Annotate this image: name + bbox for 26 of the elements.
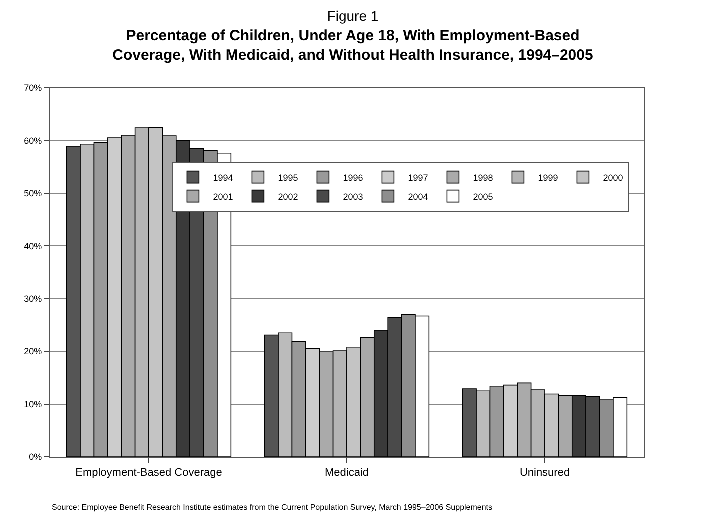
legend-label: 2002 [278,192,298,202]
x-tick-label: Employment-Based Coverage [76,467,222,480]
y-tick-label: 10% [24,399,42,410]
y-tick-label: 40% [24,241,42,252]
legend-label: 1996 [343,172,364,183]
legend-label: 2005 [473,192,494,202]
chart-title: Figure 1 [327,8,379,24]
y-tick-label: 70% [24,83,42,94]
y-tick-label: 30% [24,294,42,304]
legend-label: 1999 [538,172,558,183]
legend-label: 1994 [213,172,234,183]
legend-label: 2004 [408,192,428,202]
source-note: Source: Employee Benefit Research Institute estimates from the Current Population Survey, March 1995–2006 Supplements [52,503,493,512]
x-tick-label: Medicaid [324,467,370,480]
legend-label: 2003 [343,192,364,202]
legend-label: 2000 [603,172,624,183]
legend-label: 1998 [473,172,494,183]
y-tick-label: 20% [24,346,42,357]
y-tick-label: 50% [24,188,42,199]
y-tick-label: 60% [24,136,42,146]
chart-subtitle: Percentage of Children, Under Age 18, With Employment-Based Coverage, With Medicaid, and Without Health Insurance, 1994–2005 [112,28,594,64]
legend-label: 1997 [408,172,428,183]
legend-label: 2001 [213,192,234,202]
x-tick-label: Uninsured [520,467,570,480]
legend-label: 1995 [278,172,298,183]
y-tick-label: 0% [29,452,42,462]
